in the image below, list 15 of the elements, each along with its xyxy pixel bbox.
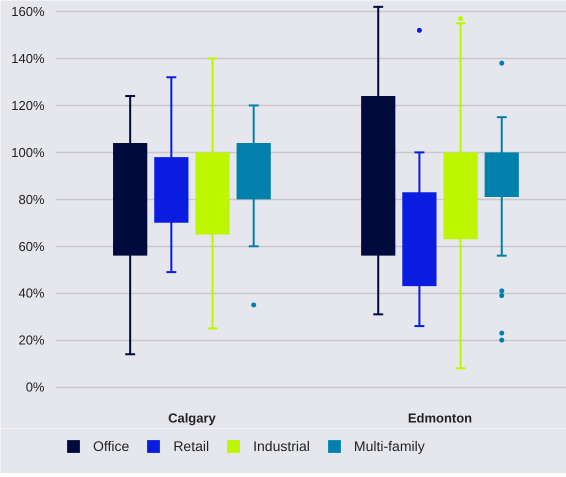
y-tick-label: 120% [11,98,45,113]
legend-label: Industrial [253,438,310,454]
legend-label: Retail [173,438,210,454]
y-tick-label: 140% [11,50,45,66]
y-tick-label: 100% [11,144,45,160]
x-tick-label: Edmonton [408,410,472,426]
y-tick-label: 80% [18,192,45,207]
y-tick-label: 60% [18,238,45,254]
y-tick-label: 40% [18,286,45,301]
x-tick-label: Calgary [168,410,217,426]
y-tick-label: 20% [18,332,45,348]
legend-label: Office [93,438,130,454]
legend-label: Multi-family [354,438,425,454]
y-tick-label: 160% [11,4,45,20]
y-tick-label: 0% [26,380,45,395]
